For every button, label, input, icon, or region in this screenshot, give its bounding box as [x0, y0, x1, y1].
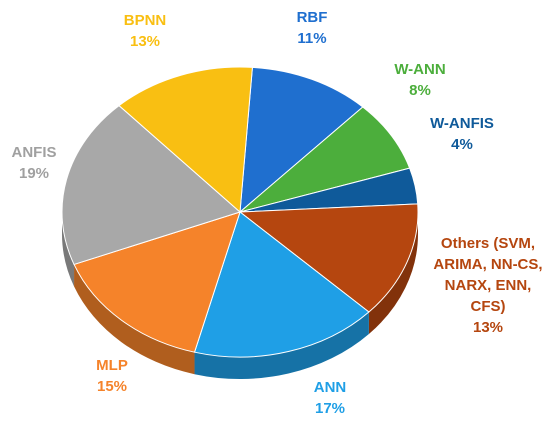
pie-label-name: W-ANN — [394, 61, 445, 78]
pie-label-mlp: MLP 15% — [96, 357, 128, 395]
pie-label-percent: 17% — [315, 400, 345, 417]
pie-slice-side-ann — [194, 311, 369, 379]
pie-label-name: ARIMA, NN-CS, — [433, 256, 542, 273]
pie-label-percent: 8% — [409, 82, 431, 99]
pie-slice-rbf — [239, 66, 364, 214]
pie-label-percent: 15% — [97, 378, 127, 395]
pie-label-percent: 13% — [130, 33, 160, 50]
pie-label-name: W-ANFIS — [430, 115, 494, 132]
pie-label-w-ann: W-ANN 8% — [394, 61, 445, 99]
pie-slice-side-others — [368, 212, 418, 334]
pie-slice-side-anfis — [62, 212, 75, 287]
pie-top-layer — [61, 66, 419, 358]
pie-label-percent: 4% — [451, 136, 473, 153]
pie-labels-layer: RBF 11% W-ANN 8% W-ANFIS 4% Others (SVM, ARIMA,… — [12, 9, 543, 417]
pie-slice-anfis — [61, 104, 241, 266]
pie-label-name: Others (SVM, — [441, 235, 535, 252]
pie-label-name: ANN — [314, 379, 347, 396]
pie-label-name: BPNN — [124, 12, 167, 29]
pie-side-layer — [62, 212, 418, 379]
pie-slice-bpnn — [118, 66, 253, 214]
pie-slice-ann — [193, 211, 370, 358]
pie-label-ann: ANN 17% — [314, 379, 347, 417]
pie-label-name: MLP — [96, 357, 128, 374]
pie-slice-mlp — [73, 211, 241, 353]
pie-label-bpnn: BPNN 13% — [124, 12, 167, 50]
pie-label-percent: 13% — [473, 319, 503, 336]
pie-label-percent: 11% — [297, 30, 326, 47]
pie-slice-others — [238, 203, 419, 313]
pie-label-rbf: RBF 11% — [297, 9, 328, 47]
pie-label-name: CFS) — [471, 298, 506, 315]
pie-label-w-anfis: W-ANFIS 4% — [430, 115, 494, 153]
pie-label-name: NARX, ENN, — [445, 277, 532, 294]
pie-label-others: Others (SVM, ARIMA, NN-CS, NARX, ENN, CFS) 1… — [433, 235, 542, 336]
pie-label-anfis: ANFIS 19% — [12, 144, 57, 182]
pie-slice-w-ann — [239, 106, 411, 213]
pie-slice-side-mlp — [74, 264, 195, 375]
pie-label-percent: 19% — [19, 165, 49, 182]
pie-label-name: ANFIS — [12, 144, 57, 161]
pie-label-name: RBF — [297, 9, 328, 26]
